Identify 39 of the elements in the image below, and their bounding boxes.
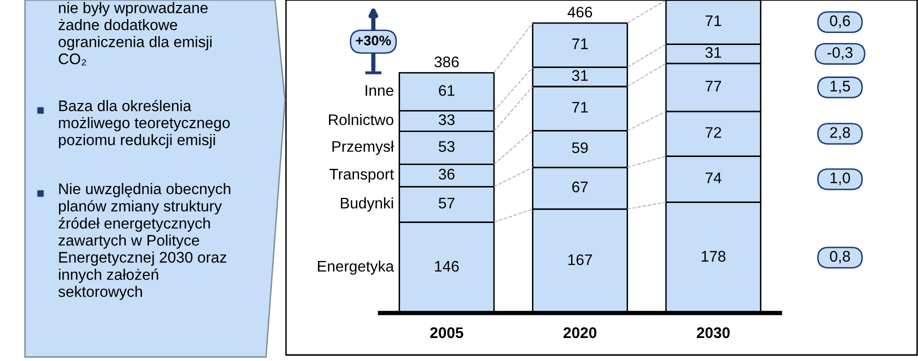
data-label: 74 — [706, 172, 722, 184]
x-tick-label: 2005 — [430, 327, 464, 338]
data-label: 71 — [572, 38, 588, 50]
text: 2,8 — [830, 127, 850, 140]
data-label: 57 — [438, 198, 454, 209]
annotation: +30% — [356, 36, 391, 46]
series-label: Transport — [330, 168, 394, 183]
text: 0,6 — [830, 15, 850, 28]
series-label: Inne — [366, 85, 394, 96]
data-label: 31 — [705, 47, 722, 58]
text: -0,3 — [828, 47, 852, 60]
data-label: 167 — [568, 254, 592, 266]
series-label: Budynki — [340, 197, 393, 212]
data-label: 36 — [438, 168, 454, 180]
data-label: 31 — [572, 70, 588, 81]
text: Baza dla określenia możliwego teoretycznego poziomu redukcji emisji — [58, 100, 230, 148]
data-label: 71 — [706, 16, 722, 26]
data-label: 146 — [435, 260, 459, 272]
data-label: 72 — [706, 127, 722, 138]
data-label: 71 — [572, 102, 588, 113]
series-label: Energetyka — [318, 260, 394, 275]
data-label: 33 — [438, 114, 454, 126]
series-label: Przemysł — [332, 140, 394, 155]
data-label: 67 — [572, 182, 588, 192]
series-label: Rolnictwo — [329, 114, 394, 126]
text: Nie uwzględnia obecnych planów zmiany struktury źródeł energetycznych zawartych w Polityce Energetycznej 2030 oraz innych założeń sektorowych — [58, 183, 230, 300]
data-label: 53 — [438, 141, 454, 152]
total-label: 466 — [568, 6, 592, 18]
data-label: 178 — [702, 250, 726, 262]
data-label: 61 — [438, 85, 454, 96]
data-label: 77 — [706, 80, 722, 92]
text: 1,0 — [830, 172, 850, 186]
text: 1,5 — [830, 80, 850, 94]
text: nie były wprowadzane żadne dodatkowe ograniczenia dla emisji CO₂ — [58, 2, 212, 66]
x-tick-label: 2020 — [564, 327, 596, 338]
total-label: 386 — [434, 56, 459, 68]
data-label: 59 — [572, 142, 588, 154]
text: 0,8 — [830, 250, 850, 264]
x-tick-label: 2030 — [696, 327, 730, 338]
